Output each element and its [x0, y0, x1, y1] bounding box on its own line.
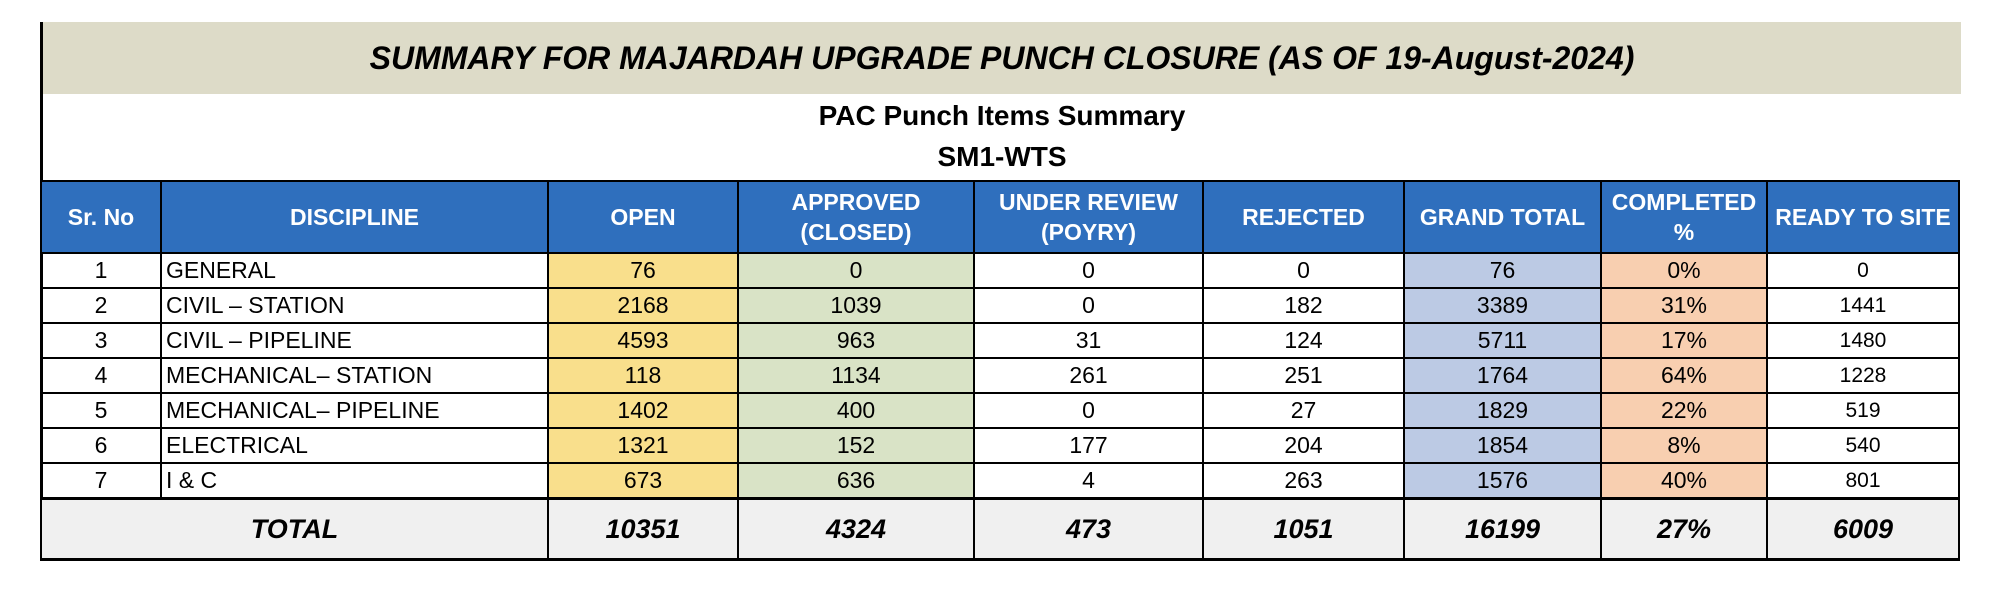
cell-under-review: 4 [973, 462, 1204, 500]
report-title: SUMMARY FOR MAJARDAH UPGRADE PUNCH CLOSU… [43, 22, 1961, 94]
cell-sr-no: 4 [40, 357, 162, 394]
table-row: 2 CIVIL – STATION 2168 1039 0 182 3389 3… [40, 287, 1960, 324]
cell-discipline: MECHANICAL– STATION [160, 357, 549, 394]
cell-completed: 64% [1600, 357, 1768, 394]
cell-completed: 31% [1600, 287, 1768, 324]
cell-ready-to-site: 0 [1766, 252, 1960, 289]
cell-rejected: 182 [1202, 287, 1405, 324]
cell-under-review: 177 [973, 427, 1204, 464]
cell-approved: 0 [737, 252, 975, 289]
header-completed: COMPLETED % [1600, 180, 1768, 254]
table-row: 1 GENERAL 76 0 0 0 76 0% 0 [40, 252, 1960, 289]
cell-rejected: 27 [1202, 392, 1405, 429]
punch-summary-table: Sr. No DISCIPLINE OPEN APPROVED (CLOSED)… [40, 180, 1960, 561]
cell-grand-total: 1764 [1403, 357, 1602, 394]
cell-grand-total: 1854 [1403, 427, 1602, 464]
table-row: 6 ELECTRICAL 1321 152 177 204 1854 8% 54… [40, 427, 1960, 464]
cell-discipline: I & C [160, 462, 549, 500]
cell-under-review: 31 [973, 322, 1204, 359]
cell-completed: 17% [1600, 322, 1768, 359]
cell-completed: 22% [1600, 392, 1768, 429]
header-open: OPEN [547, 180, 739, 254]
total-row: TOTAL 10351 4324 473 1051 16199 27% 6009 [40, 497, 1960, 561]
cell-ready-to-site: 1228 [1766, 357, 1960, 394]
table-row: 3 CIVIL – PIPELINE 4593 963 31 124 5711 … [40, 322, 1960, 359]
cell-discipline: CIVIL – STATION [160, 287, 549, 324]
cell-approved: 963 [737, 322, 975, 359]
cell-ready-to-site: 801 [1766, 462, 1960, 500]
cell-ready-to-site: 1480 [1766, 322, 1960, 359]
cell-discipline: ELECTRICAL [160, 427, 549, 464]
cell-under-review: 261 [973, 357, 1204, 394]
cell-under-review: 0 [973, 252, 1204, 289]
table-row: 5 MECHANICAL– PIPELINE 1402 400 0 27 182… [40, 392, 1960, 429]
cell-sr-no: 3 [40, 322, 162, 359]
cell-ready-to-site: 519 [1766, 392, 1960, 429]
total-under-review: 473 [973, 497, 1204, 561]
header-approved: APPROVED (CLOSED) [737, 180, 975, 254]
total-completed: 27% [1600, 497, 1768, 561]
cell-sr-no: 2 [40, 287, 162, 324]
cell-rejected: 204 [1202, 427, 1405, 464]
cell-sr-no: 7 [40, 462, 162, 500]
cell-grand-total: 1829 [1403, 392, 1602, 429]
summary-sheet: SUMMARY FOR MAJARDAH UPGRADE PUNCH CLOSU… [40, 22, 1961, 561]
cell-grand-total: 1576 [1403, 462, 1602, 500]
cell-grand-total: 3389 [1403, 287, 1602, 324]
total-grand-total: 16199 [1403, 497, 1602, 561]
cell-approved: 1134 [737, 357, 975, 394]
table-row: 4 MECHANICAL– STATION 118 1134 261 251 1… [40, 357, 1960, 394]
cell-approved: 1039 [737, 287, 975, 324]
cell-open: 673 [547, 462, 739, 500]
cell-ready-to-site: 1441 [1766, 287, 1960, 324]
cell-under-review: 0 [973, 287, 1204, 324]
total-approved: 4324 [737, 497, 975, 561]
header-ready-to-site: READY TO SITE [1766, 180, 1960, 254]
cell-open: 4593 [547, 322, 739, 359]
header-sr-no: Sr. No [40, 180, 162, 254]
report-subtitle: PAC Punch Items Summary [818, 100, 1186, 131]
cell-sr-no: 5 [40, 392, 162, 429]
cell-open: 2168 [547, 287, 739, 324]
total-rejected: 1051 [1202, 497, 1405, 561]
cell-discipline: CIVIL – PIPELINE [160, 322, 549, 359]
cell-sr-no: 1 [40, 252, 162, 289]
cell-grand-total: 76 [1403, 252, 1602, 289]
cell-rejected: 263 [1202, 462, 1405, 500]
cell-grand-total: 5711 [1403, 322, 1602, 359]
cell-completed: 0% [1600, 252, 1768, 289]
total-open: 10351 [547, 497, 739, 561]
cell-sr-no: 6 [40, 427, 162, 464]
total-label: TOTAL [40, 497, 549, 561]
cell-discipline: GENERAL [160, 252, 549, 289]
report-location: SM1-WTS [937, 141, 1067, 172]
total-ready-to-site: 6009 [1766, 497, 1960, 561]
header-row: Sr. No DISCIPLINE OPEN APPROVED (CLOSED)… [40, 180, 1960, 254]
cell-open: 118 [547, 357, 739, 394]
header-rejected: REJECTED [1202, 180, 1405, 254]
cell-discipline: MECHANICAL– PIPELINE [160, 392, 549, 429]
cell-approved: 636 [737, 462, 975, 500]
cell-rejected: 0 [1202, 252, 1405, 289]
cell-completed: 8% [1600, 427, 1768, 464]
cell-open: 76 [547, 252, 739, 289]
header-discipline: DISCIPLINE [160, 180, 549, 254]
cell-open: 1321 [547, 427, 739, 464]
cell-completed: 40% [1600, 462, 1768, 500]
table-row: 7 I & C 673 636 4 263 1576 40% 801 [40, 462, 1960, 500]
cell-under-review: 0 [973, 392, 1204, 429]
cell-ready-to-site: 540 [1766, 427, 1960, 464]
cell-rejected: 124 [1202, 322, 1405, 359]
cell-rejected: 251 [1202, 357, 1405, 394]
header-grand-total: GRAND TOTAL [1403, 180, 1602, 254]
cell-open: 1402 [547, 392, 739, 429]
cell-approved: 152 [737, 427, 975, 464]
cell-approved: 400 [737, 392, 975, 429]
header-under-review: UNDER REVIEW (POYRY) [973, 180, 1204, 254]
